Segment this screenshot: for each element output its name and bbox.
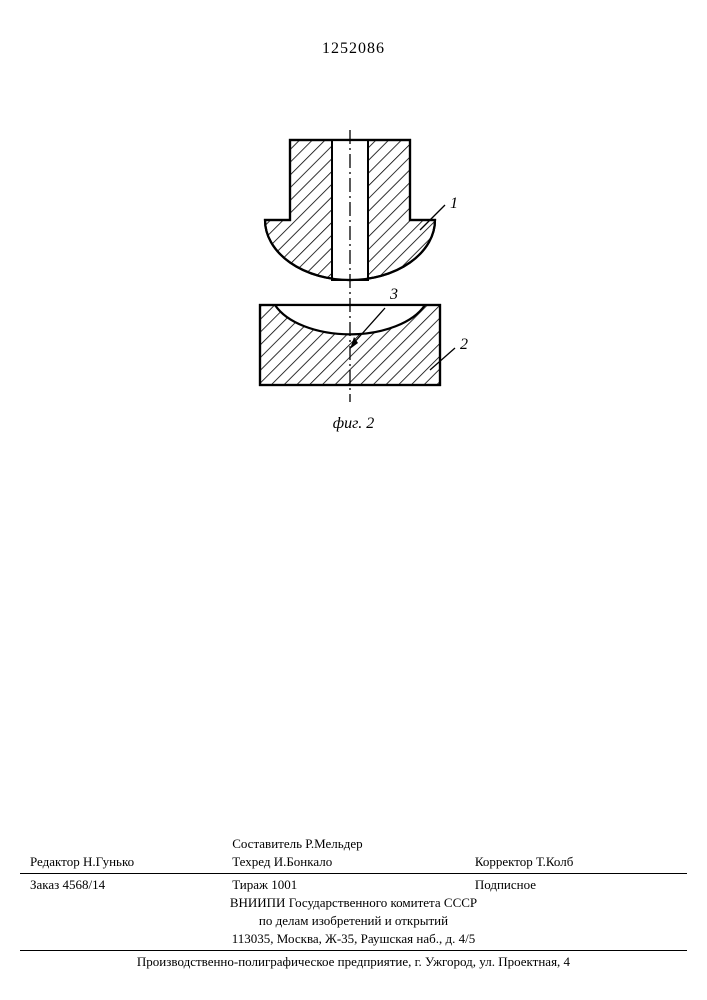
divider: [20, 950, 687, 951]
figure-label: фиг. 2: [0, 415, 707, 433]
subscription: Подписное: [475, 877, 677, 893]
printer: Производственно-полиграфическое предприя…: [0, 954, 707, 970]
divider: [20, 873, 687, 874]
order: Заказ 4568/14: [30, 877, 232, 893]
patent-number: 1252086: [0, 40, 707, 58]
compiler: Составитель Р.Мельдер: [232, 836, 475, 852]
address: 113035, Москва, Ж-35, Раушская наб., д. …: [0, 931, 707, 947]
org-line-2: по делам изобретений и открытий: [0, 913, 707, 929]
figure-2: [220, 130, 480, 410]
tirazh: Тираж 1001: [232, 877, 475, 893]
footer-block: Составитель Р.Мельдер Редактор Н.Гунько …: [0, 834, 707, 1000]
ref-2: 2: [460, 336, 468, 354]
ref-3: 3: [390, 286, 398, 304]
org-line-1: ВНИИПИ Государственного комитета СССР: [0, 895, 707, 911]
techred: Техред И.Бонкало: [232, 854, 475, 870]
editor: Редактор Н.Гунько: [30, 854, 232, 870]
corrector: Корректор Т.Колб: [475, 854, 677, 870]
ref-1: 1: [450, 195, 458, 213]
